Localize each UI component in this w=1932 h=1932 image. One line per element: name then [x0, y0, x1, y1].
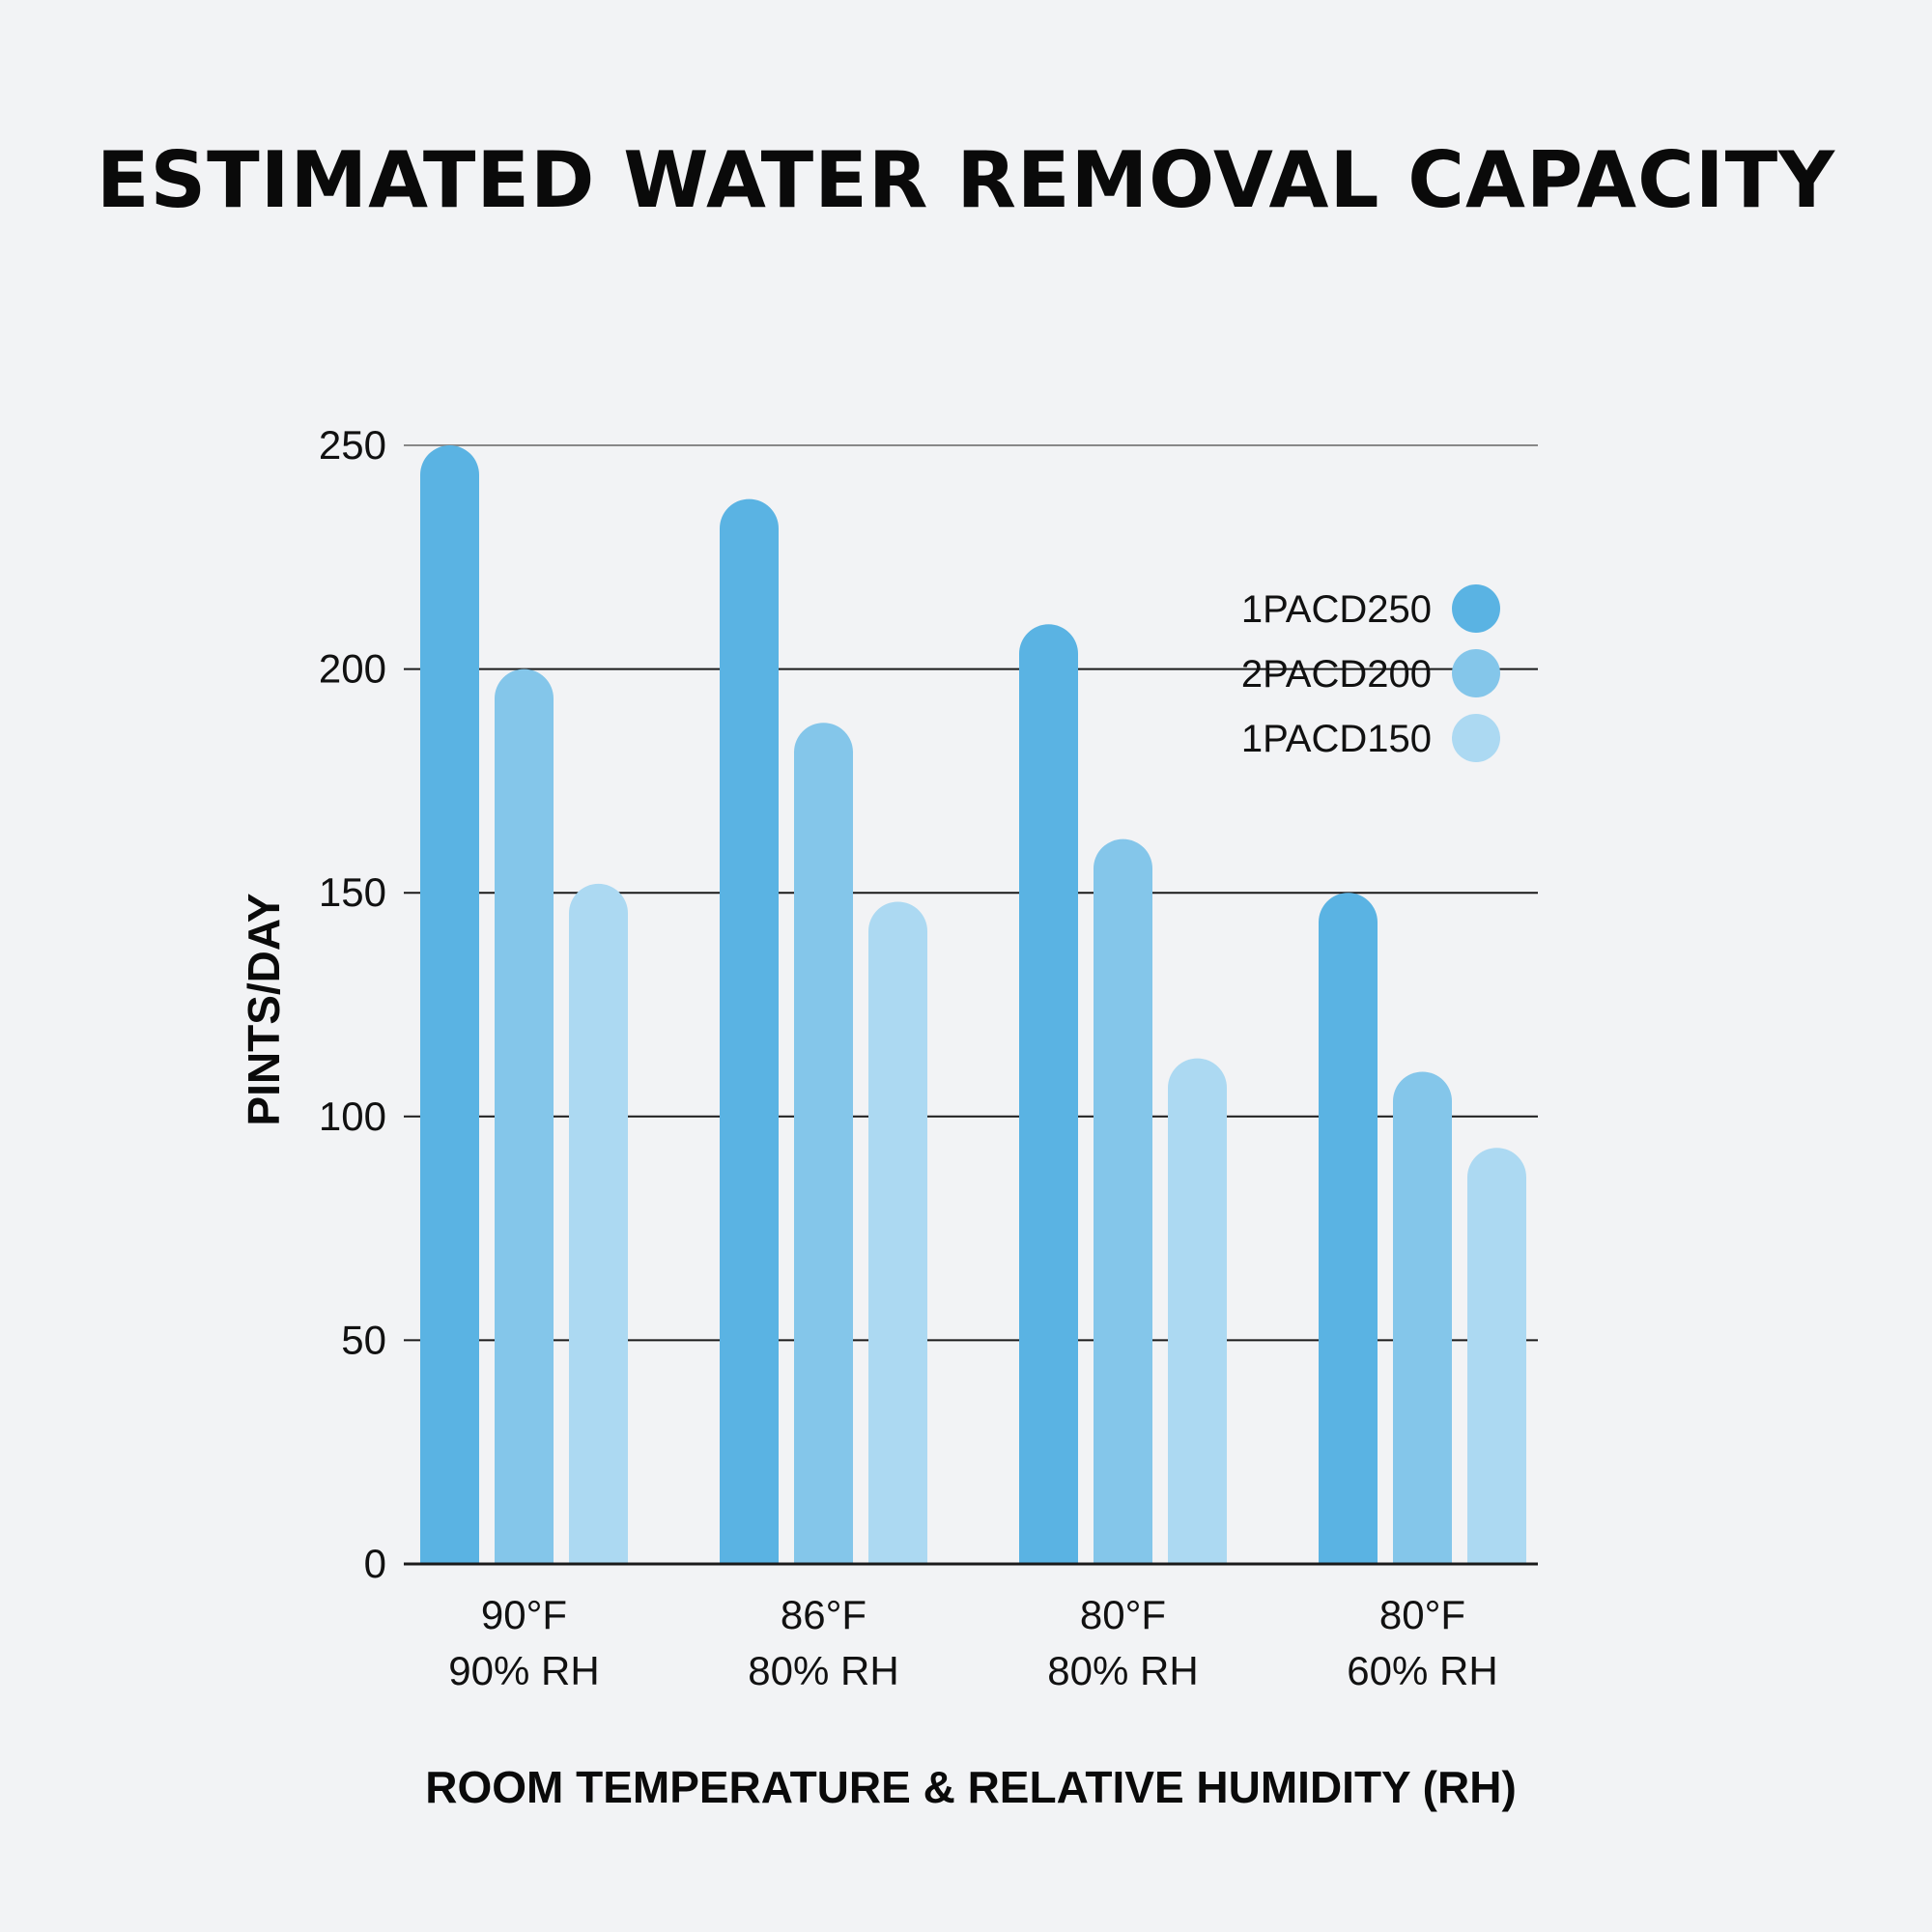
y-tick-label-150: 150 [319, 869, 386, 915]
bar-2pacd200-3 [1393, 1071, 1452, 1564]
y-tick-label-0: 0 [364, 1541, 386, 1586]
y-tick-label-100: 100 [319, 1094, 386, 1139]
chart-title: ESTIMATED WATER REMOVAL CAPACITY [96, 135, 1836, 225]
legend-label-1pacd150: 1PACD150 [1241, 718, 1432, 760]
x-category-label-3-0: 80°F [1379, 1592, 1465, 1637]
legend: 1PACD250 2PACD200 1PACD150 [1241, 584, 1500, 762]
bar-2pacd200-2 [1094, 838, 1152, 1564]
bar-1pacd150-0 [569, 883, 628, 1564]
x-category-label-2-1: 80% RH [1047, 1648, 1198, 1693]
y-tick-label-250: 250 [319, 422, 386, 468]
bar-1pacd250-2 [1019, 624, 1078, 1564]
legend-swatch-2pacd200 [1452, 649, 1500, 697]
legend-swatch-1pacd250 [1452, 584, 1500, 633]
y-axis-title: PINTS/DAY [239, 893, 289, 1125]
bar-1pacd250-0 [420, 445, 479, 1564]
x-category-label-0-1: 90% RH [448, 1648, 599, 1693]
x-category-label-0-0: 90°F [481, 1592, 567, 1637]
bar-2pacd200-0 [495, 668, 554, 1564]
bar-1pacd150-3 [1467, 1148, 1526, 1564]
legend-label-2pacd200: 2PACD200 [1241, 653, 1432, 696]
bar-1pacd250-1 [720, 498, 779, 1564]
y-tick-label-200: 200 [319, 646, 386, 692]
x-axis-title: ROOM TEMPERATURE & RELATIVE HUMIDITY (RH… [425, 1762, 1517, 1812]
bar-1pacd250-3 [1319, 893, 1378, 1564]
x-category-label-2-0: 80°F [1080, 1592, 1166, 1637]
legend-swatch-1pacd150 [1452, 714, 1500, 762]
bar-1pacd150-2 [1168, 1058, 1227, 1564]
x-category-label-1-1: 80% RH [748, 1648, 898, 1693]
legend-label-1pacd250: 1PACD250 [1241, 588, 1432, 631]
bar-1pacd150-1 [868, 901, 927, 1564]
y-tick-label-50: 50 [341, 1317, 386, 1362]
x-category-label-3-1: 60% RH [1347, 1648, 1497, 1693]
bar-2pacd200-1 [794, 723, 853, 1564]
bars [420, 445, 1526, 1564]
axes: 0 50 100 150 200 250 90°F 90% RH 86°F 80% RH 80°F 8… [239, 422, 1538, 1812]
x-category-label-1-0: 86°F [781, 1592, 867, 1637]
